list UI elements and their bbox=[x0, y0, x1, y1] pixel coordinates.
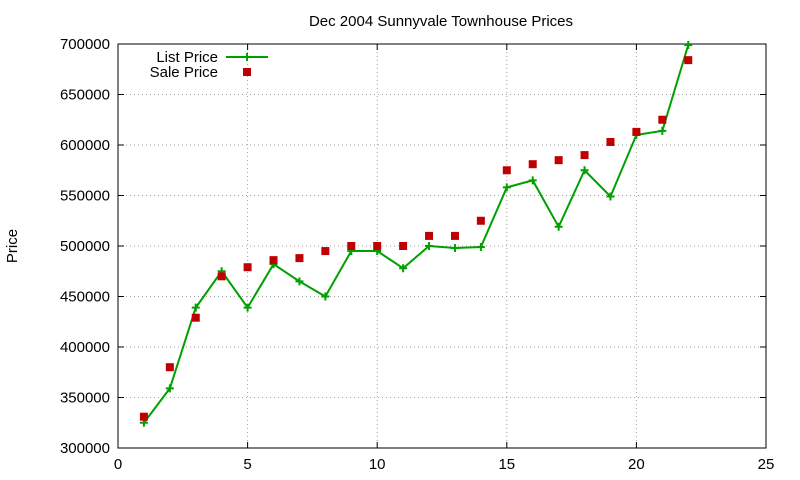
data-point bbox=[399, 264, 408, 273]
data-point bbox=[321, 292, 330, 301]
data-point bbox=[165, 384, 174, 393]
data-point bbox=[632, 127, 641, 136]
data-point bbox=[191, 313, 200, 322]
y-tick-label: 450000 bbox=[60, 289, 110, 306]
x-tick-label: 20 bbox=[628, 456, 645, 473]
legend-label: List Price bbox=[156, 49, 218, 66]
y-tick-label: 400000 bbox=[60, 339, 110, 356]
data-point bbox=[502, 183, 511, 192]
data-point bbox=[684, 56, 693, 65]
series-0 bbox=[139, 41, 693, 427]
y-tick-label: 550000 bbox=[60, 188, 110, 205]
data-point bbox=[606, 137, 615, 146]
legend-swatch-marker bbox=[243, 68, 251, 76]
data-point bbox=[580, 166, 589, 175]
y-tick-label: 600000 bbox=[60, 137, 110, 154]
data-point bbox=[425, 231, 434, 240]
x-tick-label: 15 bbox=[498, 456, 515, 473]
data-point bbox=[528, 176, 537, 185]
data-point bbox=[554, 222, 563, 231]
data-point bbox=[269, 256, 278, 265]
data-point bbox=[528, 160, 537, 169]
axis-ticks: 0 5 10 15 20 25 300000 350000 400000 450000 500000… bbox=[60, 36, 774, 473]
data-point bbox=[606, 192, 615, 201]
data-point bbox=[217, 272, 226, 281]
x-tick-label: 0 bbox=[114, 456, 122, 473]
series bbox=[139, 41, 693, 427]
data-point bbox=[658, 126, 667, 135]
data-point bbox=[243, 303, 252, 312]
x-tick-label: 5 bbox=[243, 456, 251, 473]
data-point bbox=[399, 242, 408, 250]
series-1 bbox=[139, 56, 693, 421]
y-tick-label: 500000 bbox=[60, 238, 110, 255]
x-tick-label: 25 bbox=[758, 456, 775, 473]
y-tick-label: 650000 bbox=[60, 87, 110, 104]
data-point bbox=[373, 242, 382, 250]
y-tick-label: 700000 bbox=[60, 36, 110, 53]
data-point bbox=[476, 216, 485, 225]
data-point bbox=[580, 151, 589, 160]
data-point bbox=[425, 242, 434, 250]
data-point bbox=[347, 242, 356, 250]
data-point bbox=[321, 247, 330, 256]
data-point bbox=[476, 243, 485, 252]
data-point bbox=[243, 263, 252, 272]
series-line bbox=[143, 44, 690, 424]
y-tick-label: 300000 bbox=[60, 440, 110, 457]
x-tick-label: 10 bbox=[369, 456, 386, 473]
data-point bbox=[658, 115, 667, 124]
grid bbox=[118, 44, 766, 448]
y-tick-label: 350000 bbox=[60, 390, 110, 407]
data-point bbox=[191, 303, 200, 312]
data-point bbox=[502, 166, 511, 175]
data-point bbox=[295, 254, 304, 263]
legend-swatch-marker bbox=[243, 53, 251, 61]
chart-title: Dec 2004 Sunnyvale Townhouse Prices bbox=[309, 13, 573, 30]
legend-label: Sale Price bbox=[150, 64, 218, 81]
data-point bbox=[450, 244, 459, 253]
data-point bbox=[684, 41, 693, 50]
data-point bbox=[295, 277, 304, 286]
y-axis-label: Price bbox=[4, 229, 21, 263]
data-point bbox=[554, 156, 563, 165]
data-point bbox=[450, 231, 459, 240]
data-point bbox=[139, 412, 148, 421]
data-point bbox=[165, 363, 174, 372]
